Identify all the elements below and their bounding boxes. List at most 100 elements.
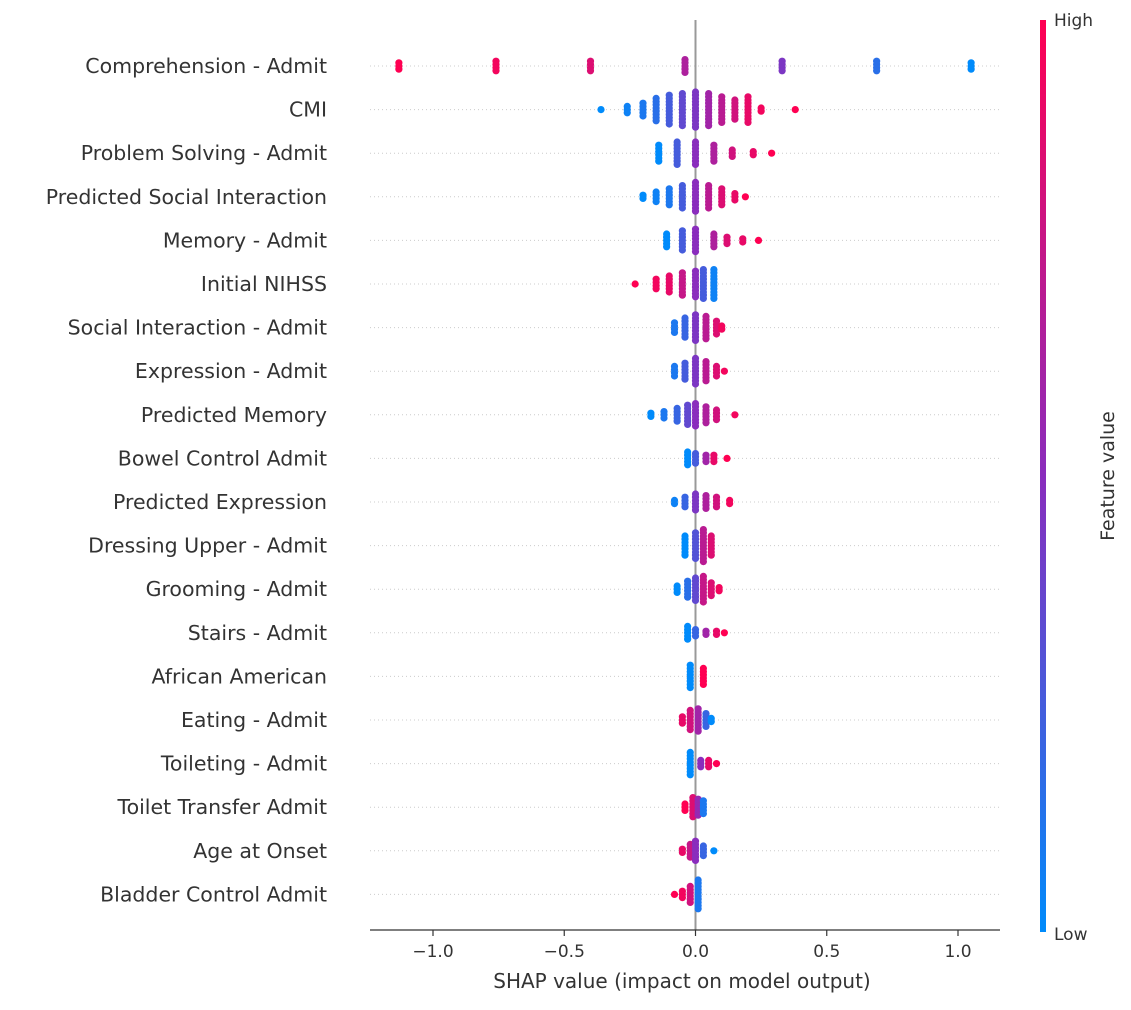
shap-point: [691, 856, 700, 865]
shap-point: [691, 293, 700, 301]
shap-point: [681, 503, 689, 511]
feature-label: Bowel Control Admit: [118, 446, 327, 470]
shap-point: [699, 294, 707, 302]
shap-point: [678, 719, 686, 727]
feature-label: Memory - Admit: [163, 228, 327, 252]
feature-label: Expression - Admit: [135, 359, 327, 383]
feature-label: Predicted Memory: [141, 403, 327, 427]
feature-label: Bladder Control Admit: [100, 882, 327, 906]
row-grid-lines: [370, 65, 1000, 895]
shap-point: [639, 194, 647, 202]
shap-point: [647, 412, 655, 420]
shap-point: [681, 806, 689, 815]
feature-label: Age at Onset: [193, 839, 327, 863]
shap-point: [691, 422, 700, 430]
shap-point: [718, 201, 726, 209]
x-tick-label: −1.0: [412, 942, 453, 962]
shap-point: [710, 157, 718, 165]
shap-point: [712, 760, 721, 768]
shap-point: [705, 763, 713, 771]
shap-point: [710, 847, 718, 855]
shap-point: [691, 459, 700, 467]
feature-label: Grooming - Admit: [146, 577, 327, 601]
shap-point: [967, 65, 975, 73]
shap-point: [623, 109, 631, 117]
shap-point: [873, 67, 881, 75]
shap-point: [768, 149, 776, 157]
shap-point: [660, 414, 668, 422]
shap-point: [686, 726, 694, 734]
shap-point: [707, 718, 715, 726]
shap-point: [639, 112, 647, 120]
shap-point: [681, 333, 689, 341]
shap-point: [678, 894, 686, 902]
x-tick-label: 0.0: [682, 942, 709, 962]
shap-point: [702, 419, 710, 427]
shap-point: [652, 117, 660, 125]
shap-point: [707, 592, 715, 600]
shap-point: [744, 118, 752, 126]
shap-point: [652, 198, 660, 206]
shap-point: [670, 372, 679, 380]
shap-point: [652, 285, 660, 293]
shap-point: [663, 243, 671, 251]
shap-point: [691, 554, 700, 563]
shap-point: [702, 377, 710, 385]
shap-point: [673, 160, 681, 168]
x-tick-label: 1.0: [944, 942, 971, 962]
shap-point: [749, 151, 757, 159]
shap-point: [694, 727, 702, 735]
shap-point: [710, 294, 718, 302]
shap-point: [597, 106, 605, 114]
shap-point: [710, 243, 718, 251]
shap-point: [720, 367, 728, 375]
shap-point: [665, 120, 673, 128]
data-points: [395, 56, 975, 913]
shap-point: [707, 551, 715, 559]
shap-point: [678, 204, 686, 212]
shap-point: [739, 238, 747, 246]
feature-label: CMI: [289, 98, 327, 122]
shap-point: [731, 115, 739, 123]
shap-point: [718, 325, 726, 333]
shap-point: [699, 852, 707, 860]
shap-point: [673, 417, 681, 425]
shap-point: [681, 551, 689, 559]
shap-point: [699, 680, 707, 689]
shap-point: [681, 68, 689, 76]
feature-label: Toilet Transfer Admit: [117, 795, 327, 819]
colorbar: High Low Feature value: [1040, 11, 1119, 945]
shap-point: [691, 336, 700, 344]
feature-label: African American: [151, 664, 327, 688]
shap-point: [715, 587, 723, 595]
shap-point: [754, 236, 763, 244]
shap-point: [699, 810, 707, 818]
x-tick-label: −0.5: [544, 942, 585, 962]
shap-point: [655, 157, 663, 165]
shap-point: [699, 558, 707, 566]
shap-point: [691, 632, 700, 640]
shap-point: [492, 67, 500, 75]
shap-point: [395, 65, 403, 73]
shap-point: [678, 246, 686, 254]
shap-point: [702, 458, 710, 466]
x-tick-label: 0.5: [813, 942, 840, 962]
shap-point: [631, 280, 639, 288]
shap-point: [741, 193, 749, 201]
shap-point: [673, 588, 681, 597]
feature-label: Predicted Expression: [113, 490, 327, 514]
shap-point: [702, 630, 710, 639]
feature-labels: Comprehension - Admit CMI Problem Solving …: [46, 54, 327, 906]
feature-label: Initial NIHSS: [201, 272, 327, 296]
shap-point: [720, 629, 728, 637]
shap-point: [728, 152, 736, 160]
shap-point: [670, 890, 679, 899]
shap-point: [681, 375, 689, 383]
shap-point: [586, 67, 595, 75]
shap-point: [665, 288, 673, 296]
colorbar-low-label: Low: [1054, 925, 1088, 945]
x-axis: −1.0 −0.5 0.0 0.5 1.0: [370, 929, 1000, 962]
shap-point: [723, 454, 731, 462]
shap-point: [726, 500, 734, 508]
